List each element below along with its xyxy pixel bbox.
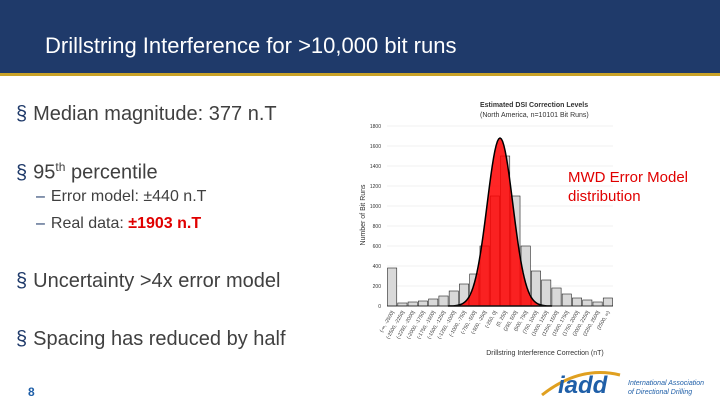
y-tick-label: 1000	[370, 204, 381, 210]
bar	[561, 293, 572, 307]
y-tick-label: 0	[378, 304, 381, 310]
bullet-marker: §	[16, 161, 28, 184]
sub-text: Real data:	[50, 215, 129, 232]
bar	[407, 301, 418, 307]
bullet: § Median magnitude: 377 n.T	[16, 103, 277, 126]
annotation-line: MWD Error Model	[568, 169, 689, 186]
y-tick-label: 800	[373, 224, 382, 230]
y-tick-label: 1800	[370, 124, 381, 130]
x-axis-label: Drillstring Interference Correction (nT)	[486, 350, 603, 357]
logo: iadd International Association of Direct…	[541, 371, 704, 399]
y-tick-label: 400	[373, 264, 382, 270]
bar	[551, 287, 562, 307]
bullet-marker: §	[16, 103, 28, 125]
bar	[438, 295, 449, 307]
bar	[418, 300, 428, 307]
chart: Estimated DSI Correction Levels (North Am…	[355, 95, 715, 363]
sub-marker: –	[36, 188, 45, 205]
bar	[387, 267, 398, 307]
y-axis-label: Number of Bit Runs	[360, 184, 367, 246]
logo-swoosh	[541, 371, 621, 397]
bullet: § Uncertainty >4x error model	[16, 270, 280, 293]
bullet-text: percentile	[65, 161, 158, 184]
bar	[572, 297, 582, 307]
bullet-marker: §	[16, 270, 28, 292]
bullet-text: Median magnitude: 377 n.T	[33, 103, 277, 125]
bar	[582, 299, 593, 307]
bar	[428, 298, 439, 307]
y-tick-label: 1200	[370, 184, 381, 190]
model-curve	[447, 137, 553, 307]
page-number: 8	[28, 385, 35, 399]
annotation-line: distribution	[568, 188, 641, 205]
chart-title: Estimated DSI Correction Levels	[480, 102, 588, 109]
bar	[592, 301, 603, 307]
logo-text: of Directional Drilling	[628, 389, 692, 396]
chart-subtitle: (North America, n=10101 Bit Runs)	[480, 112, 589, 119]
y-tick-label: 600	[373, 244, 382, 250]
highlight: ±1903 n.T	[128, 215, 202, 232]
slide-title: Drillstring Interference for >10,000 bit…	[45, 33, 457, 58]
bar	[602, 297, 613, 307]
sub-marker: –	[36, 215, 45, 232]
bullet: § 95th percentile	[16, 160, 158, 185]
sub-text: Error model: ±440 n.T	[50, 188, 207, 205]
bar	[541, 279, 552, 307]
y-tick-label: 1400	[370, 164, 381, 170]
y-tick-label: 200	[373, 284, 382, 290]
chart-bg	[355, 95, 715, 363]
logo-name: iadd	[558, 372, 609, 399]
sub-bullet: – Real data: ±1903 n.T	[36, 215, 201, 233]
bullet: § Spacing has reduced by half	[16, 328, 286, 351]
superscript: th	[55, 160, 66, 174]
y-tick-label: 1600	[370, 144, 381, 150]
annotation: MWD Error Model distribution	[568, 168, 688, 206]
bar	[397, 302, 408, 307]
bullet-text: Uncertainty >4x error model	[33, 270, 281, 292]
bullet-text: Spacing has reduced by half	[33, 328, 286, 350]
header-bar: Drillstring Interference for >10,000 bit…	[0, 0, 720, 76]
sub-bullet: – Error model: ±440 n.T	[36, 188, 206, 206]
bar	[448, 290, 459, 307]
logo-text: International Association	[628, 380, 704, 387]
bullet-marker: §	[16, 328, 28, 350]
bullet-text: 95	[33, 161, 56, 184]
